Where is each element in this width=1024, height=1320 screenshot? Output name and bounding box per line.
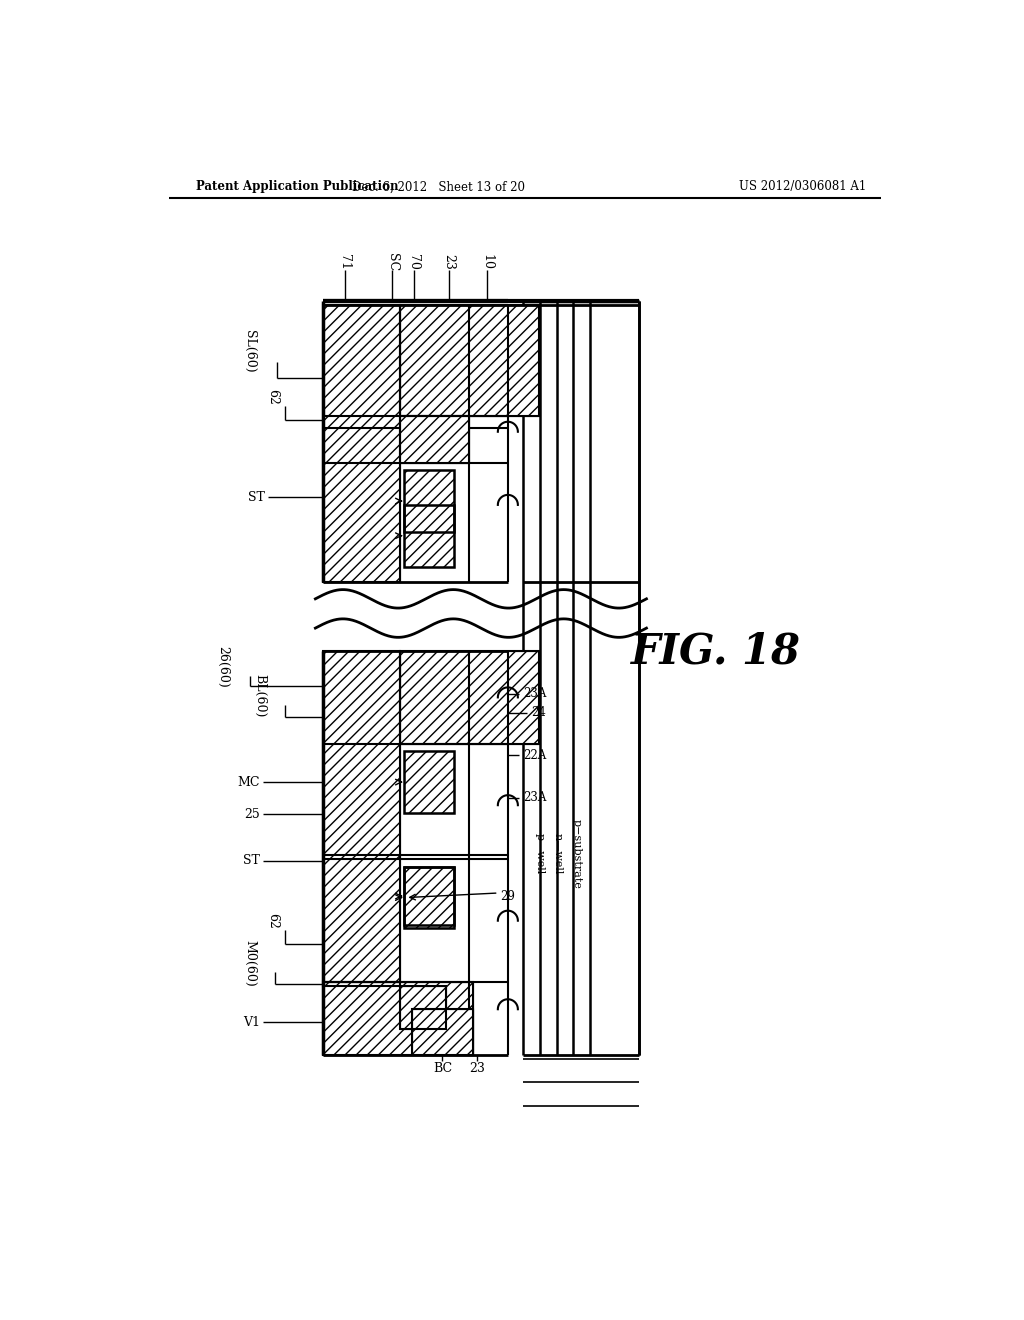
Bar xyxy=(403,504,454,566)
Bar xyxy=(400,416,469,462)
Text: 23: 23 xyxy=(469,1063,485,1074)
Bar xyxy=(403,751,454,813)
Text: 22A: 22A xyxy=(523,748,547,762)
Text: SC: SC xyxy=(386,253,399,272)
Bar xyxy=(323,982,473,1056)
Bar xyxy=(400,651,539,743)
Bar xyxy=(403,470,454,532)
Text: BL(60): BL(60) xyxy=(253,675,266,718)
Bar xyxy=(323,305,400,582)
Text: 26(60): 26(60) xyxy=(216,645,229,688)
Bar xyxy=(403,867,454,924)
Text: M0(60): M0(60) xyxy=(244,940,256,986)
Bar xyxy=(412,1010,473,1056)
Bar xyxy=(403,504,454,566)
Bar xyxy=(323,651,400,986)
Text: p−substrate: p−substrate xyxy=(572,818,583,888)
Text: Dec. 6, 2012   Sheet 13 of 20: Dec. 6, 2012 Sheet 13 of 20 xyxy=(352,181,525,194)
Text: p—well: p—well xyxy=(536,833,545,874)
Bar xyxy=(400,986,446,1028)
Text: 23A: 23A xyxy=(523,686,547,700)
Bar xyxy=(323,305,400,582)
Text: Patent Application Publication: Patent Application Publication xyxy=(196,181,398,194)
Bar xyxy=(400,651,539,743)
Text: SL(60): SL(60) xyxy=(244,330,256,372)
Bar xyxy=(403,470,454,532)
Bar xyxy=(400,305,539,416)
Text: ST: ST xyxy=(249,491,265,504)
Text: US 2012/0306081 A1: US 2012/0306081 A1 xyxy=(739,181,866,194)
Text: 71: 71 xyxy=(338,255,351,271)
Text: 62: 62 xyxy=(266,389,280,405)
Text: MC: MC xyxy=(238,776,260,788)
Text: FIG. 18: FIG. 18 xyxy=(631,630,801,672)
Text: V1: V1 xyxy=(243,1016,260,1028)
Text: 24: 24 xyxy=(531,706,546,719)
Text: n—well: n—well xyxy=(552,833,562,874)
Text: 62: 62 xyxy=(266,912,280,929)
Text: 29: 29 xyxy=(500,890,515,903)
Bar xyxy=(400,305,539,416)
Bar xyxy=(323,651,400,986)
Bar xyxy=(400,416,469,462)
Bar xyxy=(323,982,473,1056)
Text: 25: 25 xyxy=(244,808,260,821)
Bar xyxy=(400,986,446,1028)
Text: ST: ST xyxy=(243,854,260,867)
Bar xyxy=(403,751,454,813)
Bar xyxy=(403,867,454,924)
Text: 23: 23 xyxy=(442,255,455,271)
Text: 10: 10 xyxy=(480,255,494,271)
Text: 23A: 23A xyxy=(523,791,547,804)
Text: BC: BC xyxy=(433,1063,452,1074)
Bar xyxy=(403,867,454,928)
Bar xyxy=(412,1010,473,1056)
Text: 70: 70 xyxy=(408,255,421,271)
Bar xyxy=(403,867,454,928)
